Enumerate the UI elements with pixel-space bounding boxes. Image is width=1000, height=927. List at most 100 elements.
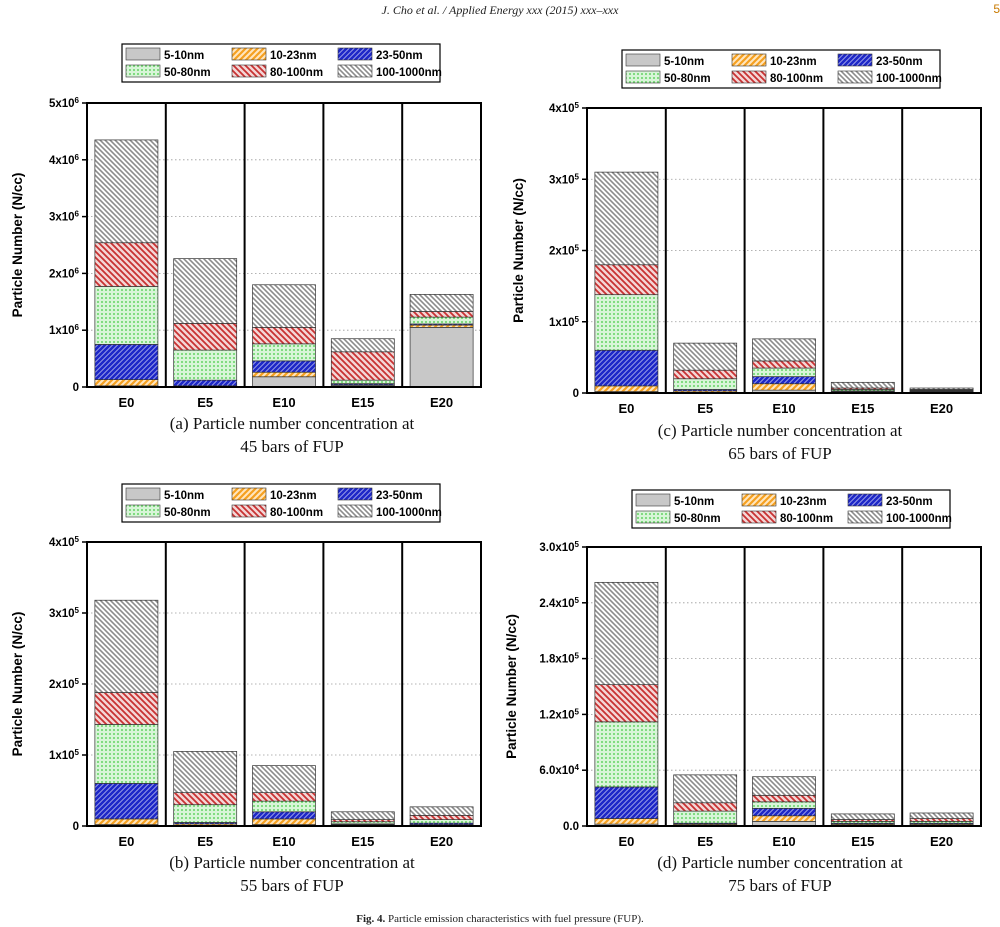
- x-tick-label: E20: [930, 401, 953, 416]
- bar-segment-a-e0-50-80nm: [94, 286, 159, 345]
- legend-swatch-50-80nm: [125, 64, 161, 78]
- bar-segment-a-e5-80-100nm: [173, 323, 238, 351]
- x-tick-label: E5: [697, 401, 713, 416]
- y-tick-label: 1.2x105: [539, 707, 579, 722]
- legend-label: 80-100nm: [770, 73, 823, 85]
- y-tick-label: 3x105: [49, 606, 80, 621]
- bar-segment-c-e0-100-1000nm: [594, 171, 659, 266]
- y-axis-label: Particle Number (N/cc): [504, 614, 519, 759]
- bar-segment-b-e10-80-100nm: [252, 792, 316, 802]
- legend-swatch-5-10nm: [635, 493, 671, 507]
- bar-segment-d-e5-50-80nm: [673, 810, 738, 824]
- legend-swatch-100-1000nm: [847, 510, 883, 524]
- chart-panel-a: E0 E5 E10 E15 E20 0 1x106 2x106 3x106 4x106 5x106 P…: [10, 43, 482, 456]
- y-tick-label: 1x106: [49, 323, 80, 338]
- bar-segment-a-e15-50-80nm: [330, 379, 395, 384]
- bar-segment-d-e0-100-1000nm: [594, 581, 659, 685]
- legend-label: 23-50nm: [886, 496, 933, 508]
- y-tick-label: 1x105: [49, 748, 80, 763]
- x-tick-label: E15: [351, 834, 374, 849]
- legend-label: 100-1000nm: [876, 73, 942, 85]
- y-tick-label: 4x106: [49, 152, 80, 167]
- y-axis-label: Particle Number (N/cc): [10, 612, 25, 757]
- legend-label: 100-1000nm: [376, 67, 442, 79]
- legend-label: 23-50nm: [376, 490, 423, 502]
- bar-segment-c-e0-23-50nm: [594, 349, 659, 387]
- bar-segment-c-e0-50-80nm: [594, 294, 659, 351]
- legend-swatch-80-100nm: [741, 510, 777, 524]
- legend-swatch-50-80nm: [635, 510, 671, 524]
- legend-label: 5-10nm: [164, 490, 204, 502]
- plot-frame: [586, 546, 982, 827]
- bar-segment-b-e0-80-100nm: [94, 692, 159, 725]
- legend-swatch-10-23nm: [231, 47, 267, 61]
- bar-segment-c-e10-80-100nm: [752, 360, 816, 369]
- subplot-caption: (a) Particle number concentration at: [170, 414, 415, 433]
- x-tick-label: E0: [618, 401, 634, 416]
- y-tick-label: 3x105: [549, 172, 580, 187]
- x-tick-label: E10: [272, 834, 295, 849]
- legend-label: 80-100nm: [270, 67, 323, 79]
- bar-segment-c-e5-80-100nm: [673, 369, 738, 380]
- bar-segment-a-e15-80-100nm: [330, 351, 395, 381]
- bar-segment-d-e15-100-1000nm: [830, 813, 895, 820]
- bar-segment-b-e0-100-1000nm: [94, 599, 159, 693]
- legend-label: 50-80nm: [664, 73, 711, 85]
- page-number: 5: [993, 2, 1000, 16]
- y-tick-label: 2x105: [549, 243, 580, 258]
- chart-panel-c: E0 E5 E10 E15 E20 0 1x105 2x105 3x105 4x105 Partic…: [511, 49, 982, 463]
- x-tick-label: E0: [618, 834, 634, 849]
- chart-panel-d: E0 E5 E10 E15 E20 0.0 6.0x104 1.2x105 1.8x105 2.4…: [504, 489, 982, 895]
- y-tick-label: 2x106: [49, 266, 80, 281]
- bar-segment-d-e20-80-100nm: [909, 818, 974, 822]
- y-axis-label: Particle Number (N/cc): [511, 178, 526, 323]
- legend-label: 50-80nm: [674, 513, 721, 525]
- bar-segment-d-e0-80-100nm: [594, 684, 659, 723]
- bar-segment-a-e5-23-50nm: [173, 379, 238, 387]
- x-tick-label: E5: [197, 834, 213, 849]
- bar-segment-b-e20-80-100nm: [409, 814, 474, 820]
- bar-segment-a-e5-50-80nm: [173, 349, 238, 381]
- y-tick-label: 2.4x105: [539, 595, 579, 610]
- bar-segment-a-e0-100-1000nm: [94, 139, 159, 244]
- legend-swatch-50-80nm: [625, 70, 661, 84]
- legend-label: 10-23nm: [780, 496, 827, 508]
- bar-segment-b-e20-100-1000nm: [409, 806, 474, 816]
- x-tick-label: E0: [118, 395, 134, 410]
- legend-label: 10-23nm: [770, 56, 817, 68]
- y-tick-label: 1.8x105: [539, 651, 579, 666]
- subplot-caption: (b) Particle number concentration at: [169, 853, 415, 872]
- legend-label: 50-80nm: [164, 507, 211, 519]
- bar-segment-d-e0-10-23nm: [594, 818, 659, 825]
- bar-segment-b-e10-10-23nm: [252, 818, 316, 825]
- y-tick-label: 0: [573, 388, 579, 400]
- y-tick-label: 3.0x105: [539, 540, 579, 555]
- y-tick-label: 0: [73, 382, 79, 394]
- y-axis-label: Particle Number (N/cc): [10, 173, 25, 318]
- legend-label: 5-10nm: [674, 496, 714, 508]
- y-tick-label: 6.0x104: [539, 763, 579, 778]
- bar-segment-b-e5-80-100nm: [173, 792, 238, 806]
- bar-segment-d-e20-100-1000nm: [909, 812, 974, 819]
- x-tick-label: E20: [430, 395, 453, 410]
- bar-segment-c-e5-100-1000nm: [673, 342, 738, 371]
- bar-segment-d-e5-100-1000nm: [673, 774, 738, 804]
- subplot-caption: 55 bars of FUP: [240, 876, 343, 895]
- figure-caption: Fig. 4. Particle emission characteristic…: [0, 913, 1000, 925]
- bar-segment-b-e20-50-80nm: [409, 819, 474, 824]
- bar-segment-d-e0-23-50nm: [594, 786, 659, 819]
- x-tick-label: E5: [197, 395, 213, 410]
- plot-frame: [86, 102, 482, 388]
- chart-panel-b: E0 E5 E10 E15 E20 0 1x105 2x105 3x105 4x105 Partic…: [10, 483, 482, 895]
- legend-swatch-50-80nm: [125, 504, 161, 518]
- x-tick-label: E10: [772, 834, 795, 849]
- bar-segment-d-e10-80-100nm: [752, 794, 816, 803]
- legend-swatch-10-23nm: [731, 53, 767, 67]
- bar-segment-d-e10-23-50nm: [752, 807, 816, 817]
- legend-label: 10-23nm: [270, 50, 317, 62]
- bar-segment-b-e10-50-80nm: [252, 800, 316, 813]
- bar-segment-a-e0-10-23nm: [94, 379, 159, 387]
- bar-segment-c-e5-50-80nm: [673, 378, 738, 390]
- bar-segment-c-e10-10-23nm: [752, 383, 816, 391]
